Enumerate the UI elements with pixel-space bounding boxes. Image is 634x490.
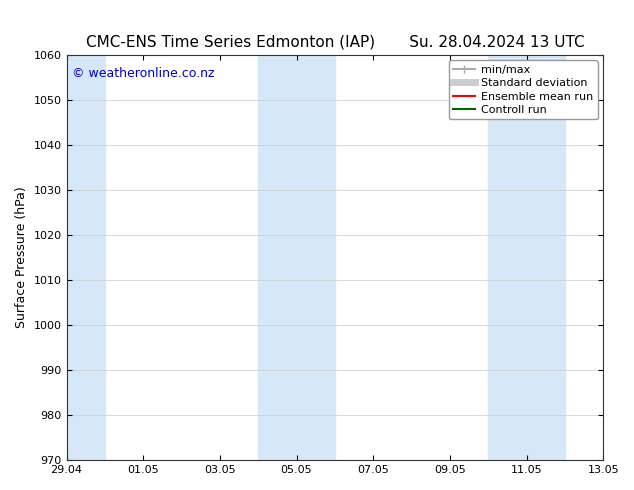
Legend: min/max, Standard deviation, Ensemble mean run, Controll run: min/max, Standard deviation, Ensemble me… bbox=[449, 60, 598, 120]
Bar bbox=[67, 55, 105, 460]
Y-axis label: Surface Pressure (hPa): Surface Pressure (hPa) bbox=[15, 187, 28, 328]
Bar bbox=[258, 55, 335, 460]
Text: © weatheronline.co.nz: © weatheronline.co.nz bbox=[72, 67, 214, 80]
Title: CMC-ENS Time Series Edmonton (IAP)       Su. 28.04.2024 13 UTC: CMC-ENS Time Series Edmonton (IAP) Su. 2… bbox=[86, 35, 584, 49]
Bar bbox=[488, 55, 565, 460]
